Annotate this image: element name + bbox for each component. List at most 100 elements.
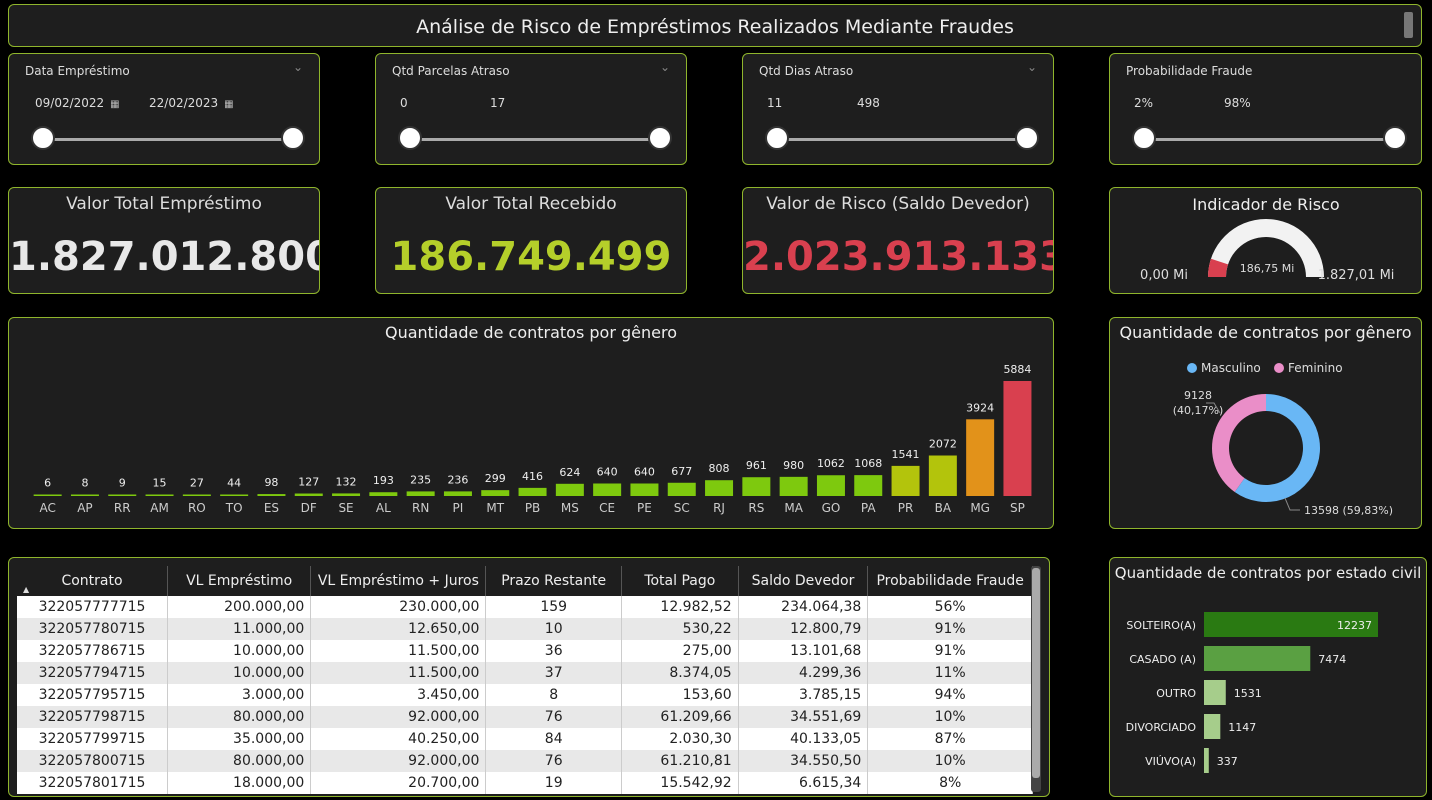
hbar-3[interactable] [1204, 714, 1221, 739]
slider-min-handle[interactable] [31, 126, 55, 150]
bar-ma[interactable] [779, 476, 808, 496]
bar-rr[interactable] [108, 494, 137, 497]
table-cell: 80.000,00 [167, 706, 312, 728]
bar-pe[interactable] [630, 483, 659, 496]
bar-es[interactable] [257, 494, 286, 496]
bar-am[interactable] [145, 494, 174, 497]
bar-go[interactable] [816, 475, 845, 496]
bar-ro[interactable] [182, 494, 211, 497]
date-from-field[interactable]: 09/02/2022 ▦ [35, 96, 120, 110]
bar-se[interactable] [332, 493, 361, 496]
bar-ap[interactable] [70, 494, 99, 497]
table-row[interactable]: 322057799715 35.000,00 40.250,00 84 2.030,30… [17, 728, 1033, 750]
bar-al[interactable] [369, 492, 398, 496]
range-from-value[interactable]: 0 [400, 96, 408, 110]
table-cell: 200.000,00 [167, 596, 312, 618]
slider-max-handle[interactable] [648, 126, 672, 150]
bar-ba[interactable] [928, 455, 957, 496]
bar-value-label: 12237 [1337, 619, 1372, 632]
slicer-data-emprestimo[interactable]: Data Empréstimo ⌄ 09/02/2022 ▦ 22/02/2023… [8, 53, 320, 165]
slider-max-handle[interactable] [1015, 126, 1039, 150]
table-cell: 11% [867, 662, 1033, 684]
bar-sc[interactable] [667, 482, 696, 496]
sort-ascending-icon[interactable]: ▲ [23, 585, 30, 594]
bar-ac[interactable] [33, 494, 62, 497]
column-header[interactable]: Probabilidade Fraude [867, 566, 1033, 596]
bar-rn[interactable] [406, 491, 435, 496]
chevron-down-icon[interactable]: ⌄ [659, 60, 670, 74]
slider-track[interactable] [43, 138, 295, 141]
table-scrollbar[interactable] [1031, 566, 1041, 792]
slider-max-handle[interactable] [281, 126, 305, 150]
table-cell: 35.000,00 [167, 728, 312, 750]
table-row[interactable]: 322057786715 10.000,00 11.500,00 36 275,00 13… [17, 640, 1033, 662]
column-header[interactable]: Total Pago [621, 566, 739, 596]
table-row[interactable]: 322057801715 18.000,00 20.700,00 19 15.542,9… [17, 772, 1033, 794]
bar-to[interactable] [220, 494, 249, 497]
bar-ms[interactable] [555, 483, 584, 496]
calendar-icon[interactable]: ▦ [224, 99, 234, 110]
bar-rs[interactable] [742, 477, 771, 496]
slicer-qtd-dias-atraso[interactable]: Qtd Dias Atraso ⌄ 11 498 [742, 53, 1054, 165]
table-row[interactable]: 322057777715 200.000,00 230.000,00 159 12.98… [17, 596, 1033, 618]
table-row[interactable]: 322057794715 10.000,00 11.500,00 37 8.374,05… [17, 662, 1033, 684]
bar-pr[interactable] [891, 465, 920, 496]
slider-min-handle[interactable] [765, 126, 789, 150]
column-header[interactable]: VL Empréstimo [167, 566, 312, 596]
slicer-probabilidade-fraude[interactable]: Probabilidade Fraude 2% 98% [1109, 53, 1422, 165]
donut-slice-feminino[interactable] [1212, 394, 1266, 493]
range-from-value[interactable]: 2% [1134, 96, 1154, 110]
kpi-valor-de-risco: Valor de Risco (Saldo Devedor) 2.023.913… [742, 187, 1054, 294]
bar-mt[interactable] [481, 490, 510, 496]
table-scrollbar-thumb[interactable] [1032, 568, 1040, 778]
date-to-field[interactable]: 22/02/2023 ▦ [149, 96, 234, 110]
chart-contratos-por-estado: Quantidade de contratos por gênero 6 AC 8 A… [8, 317, 1054, 529]
range-to-value[interactable]: 498 [857, 96, 880, 110]
table-cell: 8% [867, 772, 1033, 794]
range-from-value[interactable]: 11 [767, 96, 783, 110]
column-header[interactable]: Prazo Restante [485, 566, 622, 596]
table-row[interactable]: 322057800715 80.000,00 92.000,00 76 61.210,8… [17, 750, 1033, 772]
table-row[interactable]: 322057780715 11.000,00 12.650,00 10 530,22 12… [17, 618, 1033, 640]
bar-pi[interactable] [443, 491, 472, 496]
slider-track[interactable] [777, 138, 1029, 141]
column-header[interactable]: Saldo Devedor [738, 566, 869, 596]
bar-rj[interactable] [705, 480, 734, 496]
hbar-1[interactable] [1204, 646, 1311, 671]
column-header[interactable]: Contrato ▲ [17, 566, 169, 596]
bar-ce[interactable] [593, 483, 622, 496]
table-row[interactable]: 322057798715 80.000,00 92.000,00 76 61.209,6… [17, 706, 1033, 728]
bar-df[interactable] [294, 493, 323, 496]
x-tick-label: SE [338, 501, 353, 515]
hbar-2[interactable] [1204, 680, 1226, 705]
table-row[interactable]: 322057795715 3.000,00 3.450,00 8 153,60 3.785… [17, 684, 1033, 706]
table-cell: 11.500,00 [310, 662, 487, 684]
chevron-down-icon[interactable]: ⌄ [1026, 60, 1037, 74]
donut-slice-masculino[interactable] [1234, 394, 1320, 502]
slider-min-handle[interactable] [1132, 126, 1156, 150]
range-to-value[interactable]: 17 [490, 96, 506, 110]
column-header[interactable]: VL Empréstimo + Juros [310, 566, 487, 596]
table-cell: 230.000,00 [310, 596, 487, 618]
bar-pa[interactable] [854, 475, 883, 496]
hbar-0[interactable] [1204, 612, 1378, 637]
slider-track[interactable] [1144, 138, 1397, 141]
slider-track[interactable] [410, 138, 662, 141]
slicer-qtd-parcelas-atraso[interactable]: Qtd Parcelas Atraso ⌄ 0 17 [375, 53, 687, 165]
title-scrollbar[interactable] [1404, 12, 1413, 38]
range-to-value[interactable]: 98% [1224, 96, 1251, 110]
slider-max-handle[interactable] [1383, 126, 1407, 150]
table-cell: 80.000,00 [167, 750, 312, 772]
bar-mg[interactable] [966, 419, 995, 496]
calendar-icon[interactable]: ▦ [110, 99, 120, 110]
kpi-valor-total-emprestimo: Valor Total Empréstimo 1.827.012.800 [8, 187, 320, 294]
table-cell: 91% [867, 618, 1033, 640]
legend-label-masculino[interactable]: Masculino [1201, 361, 1261, 375]
chevron-down-icon[interactable]: ⌄ [292, 60, 303, 74]
bar-pb[interactable] [518, 487, 547, 496]
slider-min-handle[interactable] [398, 126, 422, 150]
hbar-4[interactable] [1204, 748, 1209, 773]
legend-label-feminino[interactable]: Feminino [1288, 361, 1343, 375]
bar-sp[interactable] [1003, 381, 1032, 496]
report-title-bar: Análise de Risco de Empréstimos Realizad… [8, 4, 1422, 47]
